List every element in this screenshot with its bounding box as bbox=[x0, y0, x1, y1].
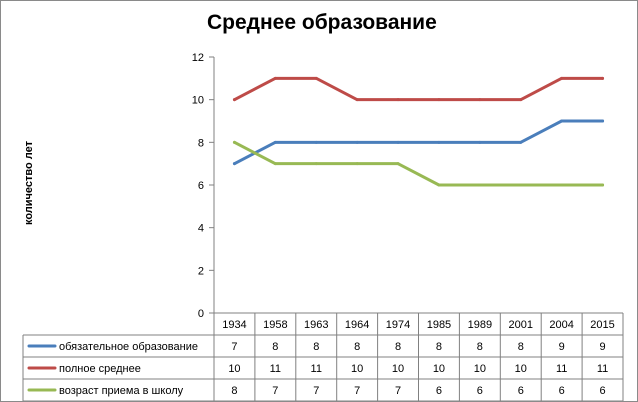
y-tick-label: 8 bbox=[198, 137, 204, 149]
x-tick-label: 1989 bbox=[468, 319, 492, 331]
data-point bbox=[314, 162, 318, 166]
data-point bbox=[519, 140, 523, 144]
data-point bbox=[273, 162, 277, 166]
table-cell-value: 7 bbox=[313, 385, 319, 397]
y-tick-label: 2 bbox=[198, 265, 204, 277]
data-point bbox=[560, 76, 564, 80]
table-cell-value: 8 bbox=[354, 341, 360, 353]
data-point bbox=[601, 119, 605, 123]
data-point bbox=[396, 140, 400, 144]
data-point bbox=[232, 162, 236, 166]
table-cell-value: 6 bbox=[436, 385, 442, 397]
legend-label: возраст приема в школу bbox=[59, 385, 184, 397]
table-cell-value: 8 bbox=[477, 341, 483, 353]
data-point bbox=[314, 76, 318, 80]
y-tick-label: 0 bbox=[198, 308, 204, 320]
data-point bbox=[355, 162, 359, 166]
data-point bbox=[355, 98, 359, 102]
data-point bbox=[273, 76, 277, 80]
x-tick-label: 1963 bbox=[304, 319, 328, 331]
table-cell-value: 6 bbox=[559, 385, 565, 397]
data-point bbox=[232, 140, 236, 144]
x-tick-label: 2015 bbox=[590, 319, 614, 331]
table-cell-value: 10 bbox=[474, 363, 486, 375]
series-line-1 bbox=[232, 119, 605, 166]
table-cell-value: 6 bbox=[599, 385, 605, 397]
x-tick-label: 1964 bbox=[345, 319, 369, 331]
table-cell-value: 6 bbox=[477, 385, 483, 397]
table-cell-value: 11 bbox=[556, 363, 567, 375]
x-tick-label: 2001 bbox=[509, 319, 533, 331]
data-point bbox=[396, 162, 400, 166]
legend-label: обязательное образование bbox=[59, 341, 198, 353]
legend-label: полное среднее bbox=[59, 363, 141, 375]
table-cell-value: 8 bbox=[436, 341, 442, 353]
table-cell-value: 7 bbox=[272, 385, 278, 397]
table-cell-value: 11 bbox=[311, 363, 322, 375]
series-line-2 bbox=[232, 76, 605, 102]
data-point bbox=[478, 140, 482, 144]
chart-title: Среднее образование bbox=[207, 11, 437, 34]
y-tick-label: 4 bbox=[198, 223, 204, 235]
x-tick-label: 2004 bbox=[549, 319, 573, 331]
data-point bbox=[519, 183, 523, 187]
data-point bbox=[560, 183, 564, 187]
x-tick-label: 1974 bbox=[386, 319, 410, 331]
table-cell-value: 8 bbox=[395, 341, 401, 353]
y-tick-label: 6 bbox=[198, 180, 204, 192]
data-point bbox=[355, 140, 359, 144]
table-cell-value: 10 bbox=[351, 363, 363, 375]
table-cell-value: 10 bbox=[433, 363, 445, 375]
data-point bbox=[519, 98, 523, 102]
table-cell-value: 9 bbox=[559, 341, 565, 353]
y-tick-label: 10 bbox=[192, 95, 204, 107]
data-point bbox=[232, 98, 236, 102]
data-point bbox=[601, 76, 605, 80]
table-cell-value: 8 bbox=[518, 341, 524, 353]
table-cell-value: 10 bbox=[228, 363, 240, 375]
data-point bbox=[314, 140, 318, 144]
table-cell-value: 8 bbox=[313, 341, 319, 353]
table-cell-value: 7 bbox=[395, 385, 401, 397]
data-point bbox=[478, 183, 482, 187]
x-tick-label: 1934 bbox=[222, 319, 246, 331]
data-point bbox=[601, 183, 605, 187]
data-point bbox=[560, 119, 564, 123]
table-cell-value: 7 bbox=[354, 385, 360, 397]
table-cell-value: 6 bbox=[518, 385, 524, 397]
table-cell-value: 7 bbox=[231, 341, 237, 353]
table-cell-value: 8 bbox=[272, 341, 278, 353]
x-tick-label: 1985 bbox=[427, 319, 451, 331]
table-cell-value: 9 bbox=[599, 341, 605, 353]
data-point bbox=[273, 140, 277, 144]
data-point bbox=[437, 183, 441, 187]
data-point bbox=[478, 98, 482, 102]
table-cell-value: 10 bbox=[392, 363, 404, 375]
data-point bbox=[437, 98, 441, 102]
table-cell-value: 8 bbox=[231, 385, 237, 397]
series-line-3 bbox=[232, 140, 605, 187]
data-point bbox=[437, 140, 441, 144]
data-point bbox=[396, 98, 400, 102]
y-tick-label: 12 bbox=[192, 52, 204, 64]
x-tick-label: 1958 bbox=[263, 319, 287, 331]
table-cell-value: 11 bbox=[270, 363, 281, 375]
table-cell-value: 11 bbox=[597, 363, 608, 375]
table-cell-value: 10 bbox=[515, 363, 527, 375]
